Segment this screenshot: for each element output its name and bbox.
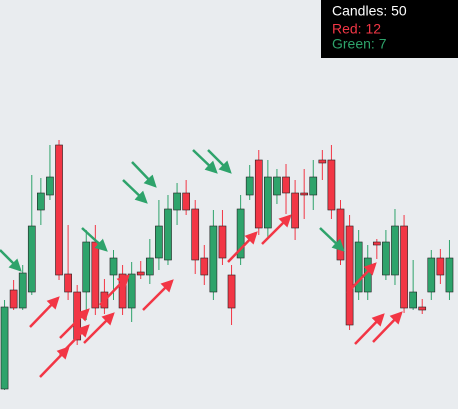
green-arrow [319,227,345,252]
red-count: Red: 12 [332,21,381,37]
candle-body [309,176,318,196]
candle-body [37,192,45,211]
candle-body [109,257,118,276]
candles [0,140,454,390]
candle-body [18,272,27,309]
candle-body [318,159,327,164]
red-arrow [59,324,90,356]
red-arrow [59,308,90,339]
candle-body [409,291,417,309]
candle-body [427,257,436,293]
green-arrow [207,149,232,174]
candle-body [336,208,345,261]
candle-body [118,273,127,309]
candle-body [400,225,408,309]
green-arrow [192,149,218,174]
green-arrow [0,249,22,272]
candle-body [291,192,299,229]
candle-body [164,208,172,261]
candle-body [173,192,181,211]
red-arrow [142,279,174,311]
arrows [0,149,403,378]
green-arrow [131,161,157,188]
red-arrow [227,231,258,263]
green-count: Green: 7 [332,36,387,52]
green-arrow [122,179,148,204]
candle-body [91,241,100,309]
candle-body [191,208,200,261]
candle-body [27,225,36,293]
candle-body [273,176,281,196]
info-box [321,0,458,58]
candle-body [218,225,227,259]
candle-body [155,225,163,259]
candle-body [182,192,190,211]
candle-body [64,273,72,293]
red-arrow [354,313,385,345]
red-arrow [99,274,130,306]
candle-body [418,306,427,311]
candle-body [327,159,336,211]
candle-body [209,225,218,293]
candle-body [300,192,309,196]
candle-body [145,257,154,276]
candle-body [0,306,9,390]
red-arrow [372,311,403,343]
candle-body [445,257,454,293]
green-arrow [81,227,108,252]
candle-body [354,241,363,293]
candle-body [127,273,136,309]
candle-body [200,257,209,276]
candle-body [9,289,18,309]
red-arrow [29,296,60,328]
red-arrow [261,214,292,245]
candle-body [245,176,254,196]
candles-count: Candles: 50 [332,3,407,19]
candle-body [282,176,290,194]
candle-body [436,257,445,276]
red-arrow [83,312,115,344]
candle-body [382,241,390,276]
red-arrow [346,262,377,294]
candle-body [372,241,381,246]
candle-body [73,291,82,341]
candle-body [345,225,354,326]
candle-body [46,176,54,196]
candle-body [82,241,91,293]
candle-body [236,208,245,259]
candle-body [227,274,236,309]
candle-body [55,144,63,276]
candle-body [264,176,272,229]
candle-body [391,225,399,276]
candle-body [136,271,145,276]
candle-body [254,159,263,229]
